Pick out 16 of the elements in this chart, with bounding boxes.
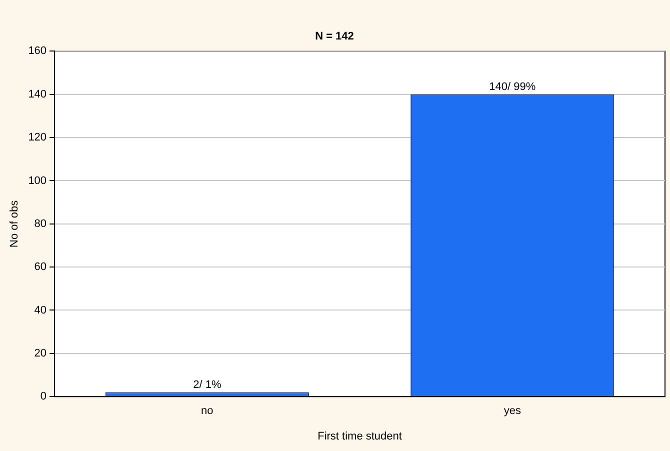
y-tick-label: 0	[40, 390, 47, 403]
x-tick-label: yes	[504, 405, 522, 418]
x-tick-label: no	[201, 405, 214, 418]
y-tick-label: 20	[34, 347, 47, 360]
y-tick-label: 80	[34, 218, 47, 230]
y-tick-label: 160	[28, 45, 47, 58]
data-label: 2/ 1%	[193, 378, 222, 391]
x-axis-title: First time student	[318, 430, 402, 442]
y-tick-label: 60	[34, 261, 47, 274]
y-tick-label: 40	[34, 304, 47, 316]
y-tick-label: 100	[28, 174, 47, 187]
chart-title: N = 142	[315, 30, 354, 43]
y-tick-label: 140	[28, 88, 47, 100]
y-axis-title: No of obs	[8, 200, 21, 248]
data-label: 140/ 99%	[489, 80, 536, 93]
y-tick-label: 120	[28, 132, 47, 144]
